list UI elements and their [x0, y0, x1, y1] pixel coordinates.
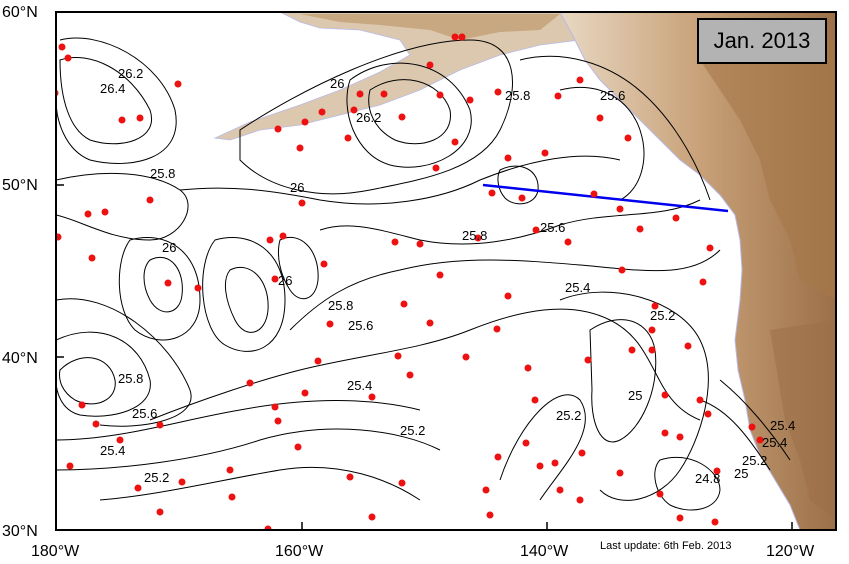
lon-label-140: 140°W	[520, 543, 569, 560]
contour-label: 25.8	[462, 228, 487, 243]
contour-label: 25.2	[650, 308, 675, 323]
lat-label-30: 30°N	[2, 523, 38, 540]
date-label-box: Jan. 2013	[697, 18, 827, 64]
contour-label: 26.2	[356, 110, 381, 125]
land-alaska-mountains	[300, 14, 560, 40]
contour-label: 25.8	[118, 371, 143, 386]
map-frame	[55, 11, 837, 531]
contour-label: 25.4	[565, 280, 590, 295]
date-label: Jan. 2013	[713, 28, 811, 53]
contour-label: 26.4	[100, 81, 125, 96]
land-mountain-shade	[700, 40, 836, 300]
lat-label-60: 60°N	[2, 4, 38, 21]
contour-label: 25.4	[762, 435, 787, 450]
contour-label: 24.8	[695, 471, 720, 486]
contour-label: 25.2	[400, 423, 425, 438]
contour-label-group: 26.2 26.4 26 26.2 25.8 25.6 25.8 26 25.8…	[100, 66, 795, 486]
contour-label: 26	[290, 180, 304, 195]
float-markers	[56, 33, 764, 530]
contour-label: 25	[734, 466, 748, 481]
contour-label: 25.2	[742, 453, 767, 468]
contour-label: 26	[330, 76, 344, 91]
lat-label-50: 50°N	[2, 177, 38, 194]
contour-label: 26.2	[118, 66, 143, 81]
land-mountain-shade-2	[770, 320, 836, 520]
contour-label: 26	[278, 273, 292, 288]
section-line	[482, 183, 729, 213]
map-plot-area: 26.2 26.4 26 26.2 25.8 25.6 25.8 26 25.8…	[56, 12, 836, 530]
contour-label: 25	[628, 388, 642, 403]
contour-label: 25.6	[540, 220, 565, 235]
last-update-note: Last update: 6th Feb. 2013	[600, 540, 732, 552]
contour-label: 26	[162, 240, 176, 255]
lon-label-120: 120°W	[766, 543, 815, 560]
contour-label: 25.4	[100, 443, 125, 458]
contour-label: 25.8	[505, 88, 530, 103]
contour-label: 25.4	[347, 378, 372, 393]
tick-marks	[55, 11, 793, 531]
land-alaska	[213, 12, 601, 141]
contour-label: 25.8	[150, 166, 175, 181]
contour-label: 25.6	[132, 406, 157, 421]
contour-label: 25.6	[348, 318, 373, 333]
lon-label-160: 160°W	[275, 543, 324, 560]
contour-label: 25.6	[600, 88, 625, 103]
contour-lines	[56, 37, 791, 511]
contour-label: 25.8	[328, 298, 353, 313]
contour-label: 25.4	[770, 418, 795, 433]
contour-label: 25.2	[556, 408, 581, 423]
contour-label: 25.2	[144, 470, 169, 485]
lat-label-40: 40°N	[2, 350, 38, 367]
lon-label-180: 180°W	[31, 543, 80, 560]
